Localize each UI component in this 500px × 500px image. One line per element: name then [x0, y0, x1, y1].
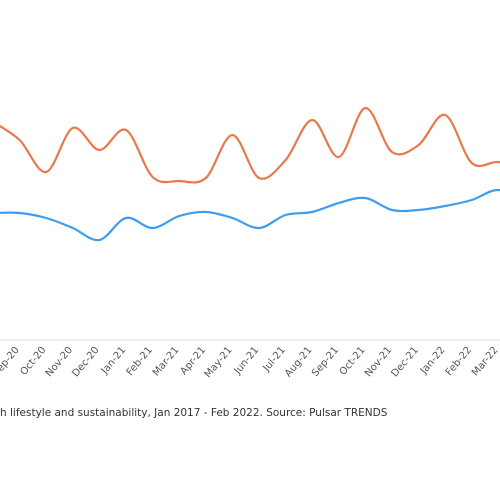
- caption: h lifestyle and sustainability, Jan 2017…: [0, 407, 388, 419]
- x-tick-label: Dec-20: [70, 345, 101, 379]
- x-tick-label: May-21: [203, 345, 235, 380]
- x-tick-label: Aug-21: [283, 345, 314, 380]
- x-tick-label: Sep-20: [0, 345, 22, 379]
- x-tick-label: Jan-22: [418, 345, 447, 377]
- x-tick-label: Mar-21: [151, 345, 182, 379]
- x-tick-label: Nov-20: [44, 345, 75, 379]
- x-tick-label: Feb-22: [444, 345, 474, 378]
- x-tick-label: Sep-21: [310, 345, 341, 379]
- x-tick-label: Dec-21: [390, 345, 421, 379]
- x-tick-label: Nov-21: [363, 345, 394, 379]
- x-tick-label: Feb-21: [125, 345, 155, 378]
- x-tick-label: Mar-22: [470, 345, 500, 379]
- series-line: [0, 106, 500, 184]
- x-tick-label: Jan-21: [99, 345, 128, 377]
- x-tick-label: Jun-21: [232, 345, 262, 377]
- series-line: [0, 188, 500, 242]
